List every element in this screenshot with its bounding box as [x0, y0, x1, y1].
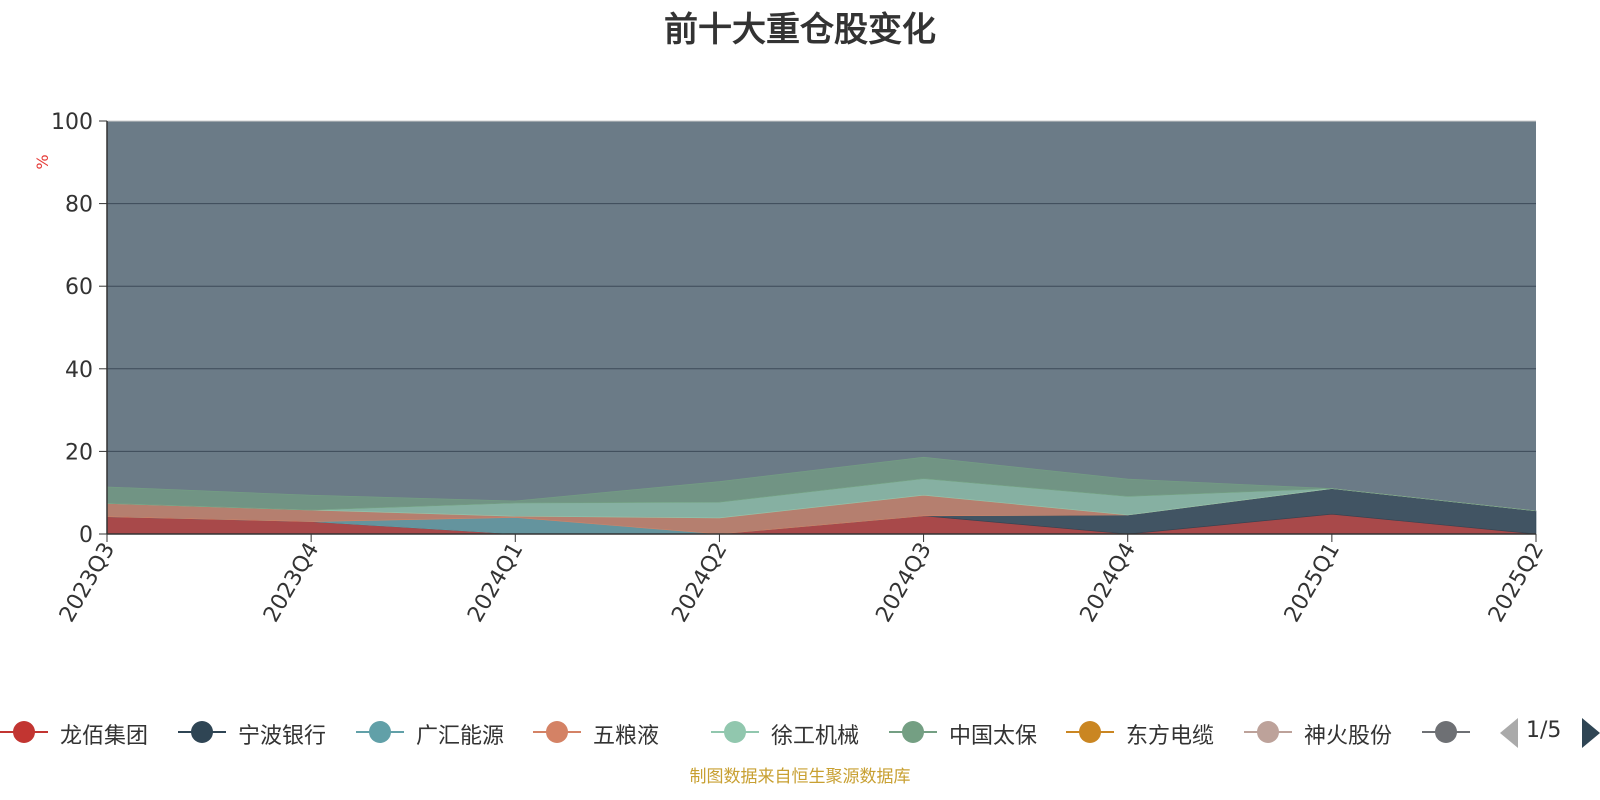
area-中国太保: [106, 456, 1537, 512]
legend-pager: 1/5: [1500, 718, 1600, 748]
grid-lines: [107, 120, 1536, 452]
area-remainder: [107, 121, 1536, 534]
legend-dot-icon: [13, 721, 35, 743]
legend-label: 龙佰集团: [60, 724, 149, 749]
legend-dot-icon: [369, 721, 391, 743]
x-tick-label: 2024Q4: [1076, 539, 1141, 627]
legend-dot-icon: [191, 721, 213, 743]
x-tick-label: 2024Q2: [667, 539, 732, 627]
x-tick-label: 2025Q1: [1280, 539, 1345, 627]
x-tick-label: 2023Q3: [55, 539, 120, 627]
y-tick-label: 60: [65, 275, 93, 300]
legend-label: 东方电缆: [1126, 724, 1215, 749]
y-tick-label: 40: [65, 358, 93, 383]
x-tick-label: 2024Q3: [871, 539, 936, 627]
y-axis-label: %: [33, 154, 52, 169]
legend-label: 中国太保: [949, 724, 1038, 749]
legend-label: 徐工机械: [771, 724, 860, 749]
legend-dot-icon: [546, 721, 568, 743]
legend-prev-arrow-icon[interactable]: [1500, 718, 1518, 748]
legend: 龙佰集团宁波银行广汇能源五粮液徐工机械中国太保东方电缆神火股份江苏: [0, 712, 1480, 752]
legend-label: 五粮液: [593, 724, 660, 749]
x-tick-label: 2024Q1: [463, 539, 528, 627]
y-tick-label: 0: [79, 523, 93, 548]
chart-svg: 0 20 40 60 80 100 2023Q3 2023Q4 2024Q1 2024Q2 2024…: [33, 110, 1549, 627]
x-tick-label: 2023Q4: [259, 539, 324, 627]
y-tick-label: 100: [51, 110, 93, 135]
x-tick-label: 2025Q2: [1484, 539, 1549, 627]
legend-dot-icon: [724, 721, 746, 743]
legend-next-arrow-icon[interactable]: [1582, 718, 1600, 748]
legend-label: 广汇能源: [416, 724, 505, 749]
chart-title: 前十大重仓股变化: [664, 10, 936, 50]
legend-dot-icon: [1079, 721, 1101, 743]
source-note: 制图数据来自恒生聚源数据库: [689, 767, 911, 787]
legend-label: 神火股份: [1304, 724, 1393, 749]
area-bands: [106, 121, 1537, 535]
y-tick-label: 20: [65, 440, 93, 465]
legend-dot-icon: [1257, 721, 1279, 743]
legend-page-indicator: 1/5: [1526, 718, 1562, 743]
legend-dot-icon: [902, 721, 924, 743]
legend-label: 宁波银行: [238, 724, 327, 749]
y-tick-label: 80: [65, 193, 93, 218]
legend-dot-icon: [1435, 721, 1457, 743]
